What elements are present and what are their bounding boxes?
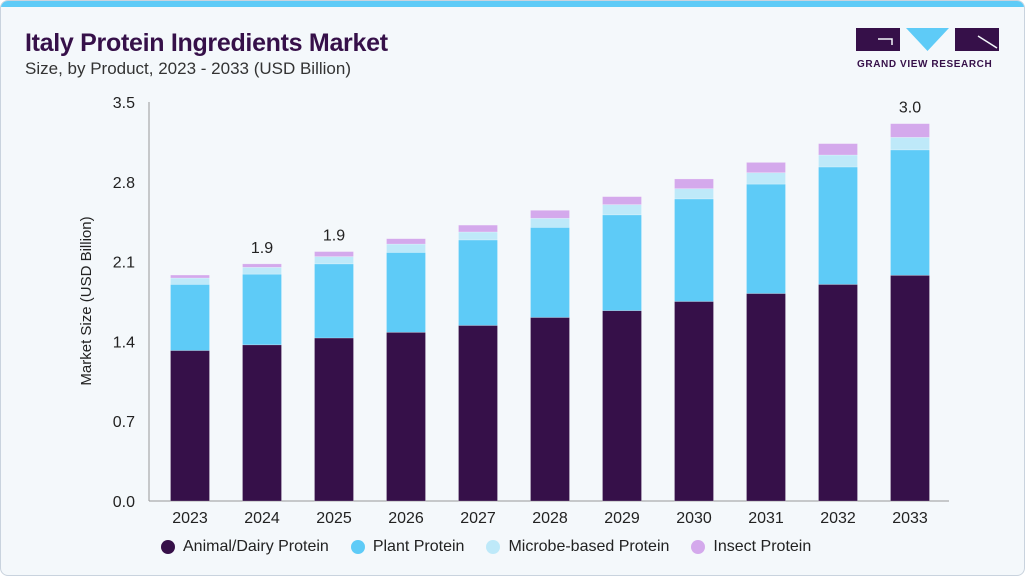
x-tick-label: 2025 bbox=[316, 510, 352, 527]
bar-segment-animal-dairy-protein bbox=[602, 310, 642, 502]
bar-segment-microbe-based-protein bbox=[242, 266, 282, 275]
data-label: 1.9 bbox=[251, 240, 273, 257]
bar-segment-insect-protein bbox=[530, 210, 570, 219]
x-tick-label: 2030 bbox=[676, 510, 712, 527]
chart-title: Italy Protein Ingredients Market bbox=[25, 29, 388, 57]
x-tick-label: 2033 bbox=[892, 510, 928, 527]
x-tick-label: 2024 bbox=[244, 510, 280, 527]
bar-segment-insect-protein bbox=[458, 224, 498, 233]
bar-segment-animal-dairy-protein bbox=[386, 331, 426, 502]
bar-segment-plant-protein bbox=[242, 273, 282, 346]
bar-segment-microbe-based-protein bbox=[890, 137, 930, 151]
bar-segment-plant-protein bbox=[314, 263, 354, 339]
legend-dot-icon bbox=[486, 540, 501, 554]
bar-segment-insect-protein bbox=[674, 178, 714, 189]
legend: Animal/Dairy Protein Plant Protein Microbe… bbox=[161, 538, 811, 556]
legend-item: Insect Protein bbox=[691, 538, 811, 556]
bar-segment-plant-protein bbox=[674, 198, 714, 302]
logo-text: GRAND VIEW RESEARCH bbox=[857, 59, 993, 70]
bar-segment-plant-protein bbox=[818, 166, 858, 285]
bar-segment-plant-protein bbox=[386, 252, 426, 333]
x-tick-label: 2023 bbox=[172, 510, 208, 527]
bar-segment-insect-protein bbox=[170, 274, 210, 279]
legend-label: Animal/Dairy Protein bbox=[183, 538, 329, 555]
legend-label: Insect Protein bbox=[713, 538, 812, 555]
bar-segment-plant-protein bbox=[458, 239, 498, 326]
y-tick-label: 0.7 bbox=[113, 414, 135, 431]
y-axis-title: Market Size (USD Billion) bbox=[78, 216, 95, 385]
bar-segment-insect-protein bbox=[818, 143, 858, 156]
bar-segment-microbe-based-protein bbox=[602, 204, 642, 216]
bar-segment-animal-dairy-protein bbox=[314, 337, 354, 502]
bar-segment-animal-dairy-protein bbox=[170, 350, 210, 502]
bar-segment-animal-dairy-protein bbox=[530, 317, 570, 502]
bar-segment-plant-protein bbox=[890, 149, 930, 276]
bar-segment-microbe-based-protein bbox=[818, 154, 858, 168]
x-tick-label: 2027 bbox=[460, 510, 496, 527]
bar-segment-animal-dairy-protein bbox=[746, 293, 786, 502]
bar-segment-microbe-based-protein bbox=[386, 243, 426, 253]
x-tick-label: 2026 bbox=[388, 510, 424, 527]
x-tick-label: 2028 bbox=[532, 510, 568, 527]
legend-dot-icon bbox=[161, 540, 175, 554]
grand-view-research-logo bbox=[856, 28, 999, 51]
bar-segment-microbe-based-protein bbox=[530, 217, 570, 228]
y-tick-label: 3.5 bbox=[113, 95, 135, 112]
bar-segment-animal-dairy-protein bbox=[242, 344, 282, 502]
bar-segment-microbe-based-protein bbox=[314, 256, 354, 265]
y-tick-label: 2.1 bbox=[113, 255, 135, 272]
bar-segment-plant-protein bbox=[602, 214, 642, 311]
bar-segment-insect-protein bbox=[746, 162, 786, 173]
legend-item: Animal/Dairy Protein bbox=[161, 538, 329, 556]
bar-segment-plant-protein bbox=[746, 183, 786, 294]
bar-segment-insect-protein bbox=[314, 251, 354, 257]
x-tick-label: 2031 bbox=[748, 510, 784, 527]
top-accent-band bbox=[1, 1, 1024, 7]
bar-segment-insect-protein bbox=[242, 263, 282, 268]
bar-segment-animal-dairy-protein bbox=[458, 325, 498, 502]
x-tick-label: 2029 bbox=[604, 510, 640, 527]
bar-segment-animal-dairy-protein bbox=[890, 274, 930, 502]
legend-dot-icon bbox=[350, 540, 365, 554]
x-tick-label: 2032 bbox=[820, 510, 856, 527]
bar-segment-microbe-based-protein bbox=[674, 188, 714, 200]
bar-segment-microbe-based-protein bbox=[170, 277, 210, 285]
bar-segment-insect-protein bbox=[890, 123, 930, 138]
bar-segment-animal-dairy-protein bbox=[674, 301, 714, 502]
bar-segment-insect-protein bbox=[602, 196, 642, 205]
data-label: 1.9 bbox=[323, 228, 345, 245]
legend-item: Plant Protein bbox=[350, 538, 465, 556]
bar-segment-insect-protein bbox=[386, 238, 426, 245]
bar-segment-plant-protein bbox=[170, 284, 210, 351]
legend-dot-icon bbox=[691, 540, 706, 554]
data-label: 3.0 bbox=[899, 100, 921, 117]
bar-segment-microbe-based-protein bbox=[458, 231, 498, 241]
legend-label: Plant Protein bbox=[372, 538, 465, 555]
chart-subtitle: Size, by Product, 2023 - 2033 (USD Billi… bbox=[25, 59, 351, 78]
legend-item: Microbe-based Protein bbox=[486, 538, 669, 556]
legend-label: Microbe-based Protein bbox=[508, 538, 670, 555]
bar-segment-plant-protein bbox=[530, 227, 570, 318]
y-tick-label: 2.8 bbox=[113, 175, 135, 192]
y-tick-label: 0.0 bbox=[113, 494, 135, 511]
bar-segment-animal-dairy-protein bbox=[818, 284, 858, 502]
y-tick-label: 1.4 bbox=[113, 334, 135, 351]
bar-segment-microbe-based-protein bbox=[746, 172, 786, 185]
